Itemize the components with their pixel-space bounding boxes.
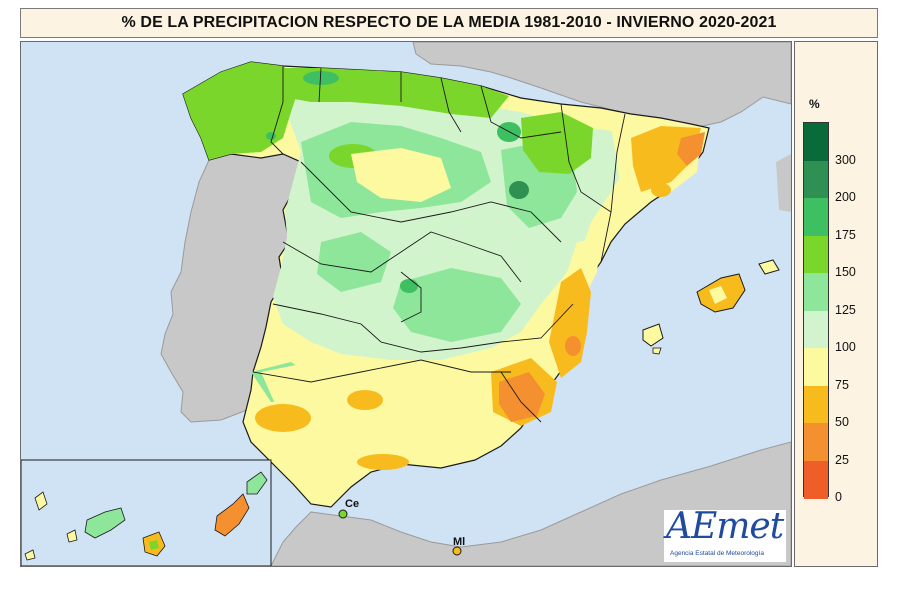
legend-tick-label: 50: [835, 415, 849, 429]
zone-darkorange-girona: [677, 132, 705, 166]
legend-tick-label: 0: [835, 490, 842, 504]
legend-swatch-75: [804, 348, 828, 386]
legend-color-bar: [803, 122, 829, 499]
legend-tick-label: 150: [835, 265, 856, 279]
menorca-island: [758, 259, 780, 275]
legend-unit: %: [809, 97, 820, 111]
africa-land: [270, 441, 791, 566]
mallorca-yellow: [709, 286, 727, 304]
legend-tick-label: 175: [835, 227, 856, 242]
precipitation-map: Ce Ml: [20, 41, 792, 567]
ibiza-island: [642, 323, 664, 347]
zone-green-galicia-spot: [266, 132, 276, 140]
zone-darkorange-alicante: [565, 336, 581, 356]
legend-tick-label: 75: [835, 377, 849, 392]
legend-swatch-150: [804, 235, 828, 274]
legend-tick-label: 100: [835, 340, 856, 354]
zone-dark-green-iberico: [509, 181, 529, 199]
legend-tick-label: 125: [835, 302, 856, 317]
legend-swatch-25: [804, 423, 828, 461]
aemet-logo-subtitle: Agencia Estatal de Meteorología: [670, 550, 764, 557]
ceuta-label: Ce: [345, 498, 360, 510]
legend-swatch-175: [804, 198, 828, 236]
zone-orange-huelva: [255, 404, 311, 432]
legend-panel: % 300 200 175 150 125 100 75 50 25 0: [794, 41, 878, 567]
legend-swatch-200: [804, 160, 828, 199]
el-hierro-island: [24, 549, 36, 561]
fuerteventura-island: [214, 493, 250, 537]
zone-yellow-andalucia: [261, 362, 491, 456]
legend-tick-label: 25: [835, 452, 849, 467]
map-title: % DE LA PRECIPITACION RESPECTO DE LA MED…: [121, 14, 777, 31]
aemet-logo: AEmet Agencia Estatal de Meteorología: [664, 506, 786, 562]
legend-swatch-50: [804, 385, 828, 424]
ceuta-marker: [338, 509, 348, 519]
formentera-island: [652, 347, 662, 355]
zone-light-green-west: [317, 232, 391, 292]
region-borders: [252, 66, 626, 423]
aemet-logo-text: AEmet: [666, 506, 784, 547]
zone-bright-green-cantabria: [283, 68, 509, 118]
zone-darkorange-murcia: [499, 372, 545, 422]
legend-swatch-0: [804, 460, 828, 499]
map-title-bar: % DE LA PRECIPITACION RESPECTO DE LA MED…: [20, 8, 878, 38]
legend-swatch-125: [804, 273, 828, 311]
gran-canaria-green: [149, 540, 159, 550]
lanzarote-island: [246, 471, 268, 495]
legend-tick-label: 200: [835, 190, 856, 204]
zone-green-asturias: [303, 71, 339, 85]
zone-orange-seville: [347, 390, 383, 410]
zone-light-green-centre: [393, 268, 521, 342]
zone-orange-ebro-delta: [651, 183, 671, 197]
legend-swatch-100: [804, 310, 828, 349]
zone-orange-valencia: [549, 268, 591, 378]
melilla-label: Ml: [453, 536, 466, 548]
la-palma-island: [34, 491, 48, 511]
zone-orange-malaga: [357, 454, 409, 470]
sardinia-land: [776, 154, 791, 212]
zone-green-madrid: [400, 279, 418, 293]
zone-bright-green-navarra: [521, 112, 593, 174]
tenerife-island: [84, 507, 126, 539]
legend-swatch-300: [804, 123, 828, 161]
legend-tick-label: 300: [835, 152, 856, 167]
melilla-marker: [452, 546, 462, 556]
zone-yellow-duero: [351, 148, 451, 202]
la-gomera-island: [66, 529, 78, 543]
